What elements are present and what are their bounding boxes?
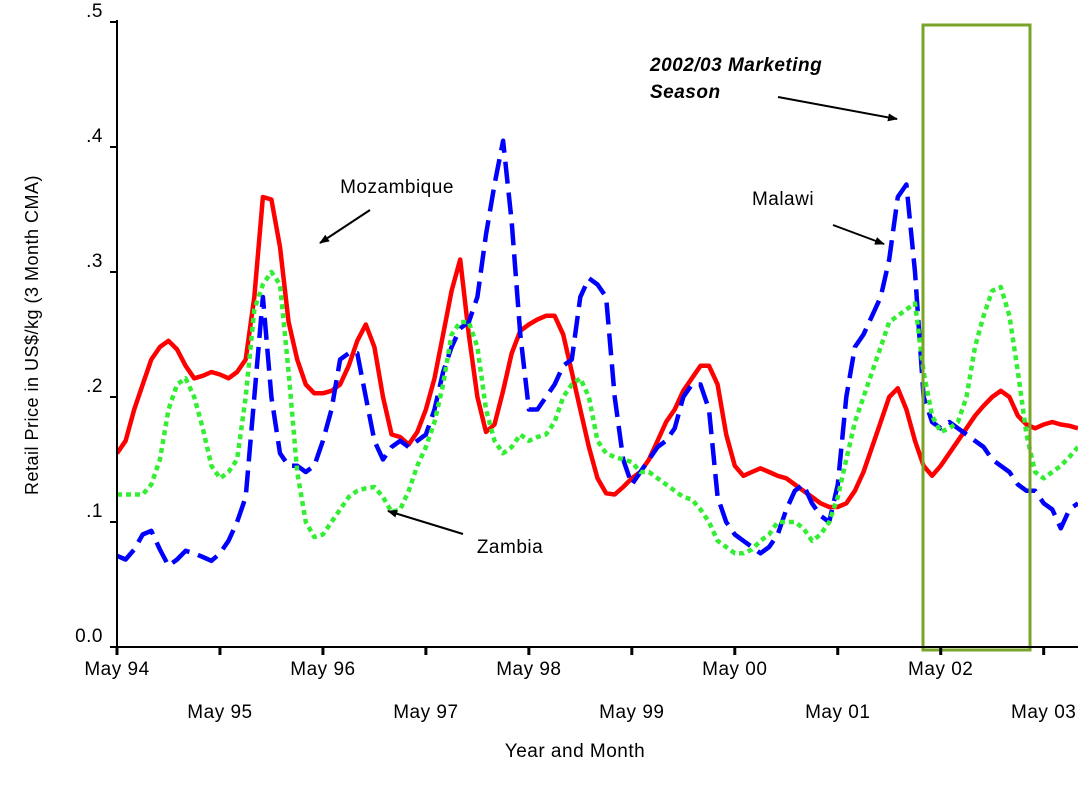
annotation: Malawi — [752, 189, 814, 210]
x-axis-title: Year and Month — [505, 741, 645, 762]
x-tick-label: May 96 — [290, 659, 355, 680]
arrow — [832, 224, 885, 245]
x-tick-label: May 98 — [496, 659, 561, 680]
season-box — [921, 23, 1032, 652]
y-tick-label: .5 — [86, 1, 103, 22]
x-tick-label: May 01 — [805, 702, 870, 723]
series-line — [117, 138, 1078, 569]
y-axis-title: Retail Price in US$/kg (3 Month CMA) — [22, 175, 42, 495]
y-tick-label: 0.0 — [75, 626, 103, 647]
annotation: Mozambique — [340, 177, 454, 198]
annotation: Season — [650, 82, 721, 103]
x-tick-label: May 94 — [84, 659, 149, 680]
x-tick-label: May 02 — [908, 659, 973, 680]
x-tick-label: May 95 — [187, 702, 252, 723]
plot-lines — [117, 138, 1078, 569]
annotation: Zambia — [477, 537, 543, 558]
arrow — [319, 209, 371, 244]
x-tick-label: May 99 — [599, 702, 664, 723]
x-tick-label: May 00 — [702, 659, 767, 680]
series-line — [117, 194, 1078, 510]
arrow — [387, 509, 464, 535]
y-tick-label: .1 — [86, 501, 103, 522]
x-tick-label: May 03 — [1011, 702, 1076, 723]
annotation: 2002/03 Marketing — [649, 55, 822, 76]
y-tick-label: .3 — [86, 251, 103, 272]
y-tick-label: .4 — [86, 126, 103, 147]
y-tick-label: .2 — [86, 376, 103, 397]
series-line — [117, 269, 1078, 556]
x-tick-label: May 97 — [393, 702, 458, 723]
arrow — [777, 96, 898, 122]
